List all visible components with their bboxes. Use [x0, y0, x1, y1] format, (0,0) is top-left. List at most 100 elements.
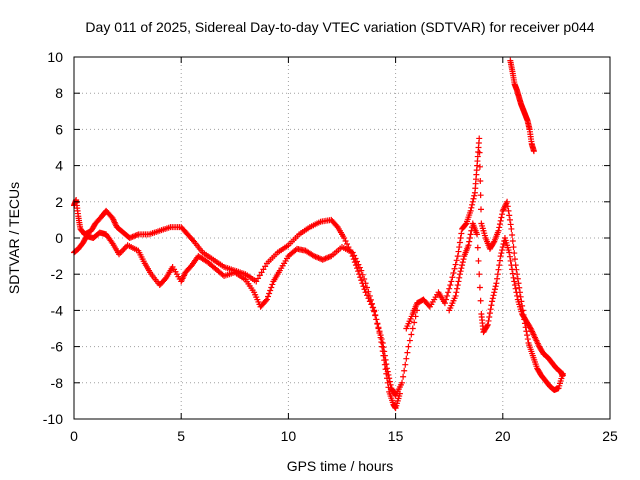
- data-point-marker: [382, 356, 389, 363]
- data-point-marker: [474, 231, 481, 238]
- data-point-marker: [454, 285, 461, 292]
- data-point-marker: [495, 266, 502, 273]
- data-points: [71, 57, 566, 412]
- data-point-marker: [376, 328, 383, 335]
- data-point-marker: [457, 235, 464, 241]
- data-point-marker: [474, 244, 481, 251]
- data-point-marker: [484, 323, 491, 330]
- data-point-marker: [356, 271, 363, 278]
- data-point-marker: [364, 284, 371, 291]
- data-point-marker: [516, 284, 523, 291]
- series-track-a: [71, 196, 403, 412]
- data-point-marker: [508, 225, 515, 232]
- data-point-marker: [511, 282, 518, 289]
- data-point-marker: [447, 282, 454, 289]
- data-point-marker: [495, 227, 502, 234]
- data-point-marker: [450, 269, 457, 276]
- data-point-marker: [475, 257, 482, 264]
- data-point-marker: [362, 280, 369, 287]
- data-point-marker: [524, 336, 531, 343]
- data-point-marker: [262, 263, 269, 270]
- data-point-marker: [268, 284, 275, 291]
- x-axis-label: GPS time / hours: [287, 458, 394, 474]
- data-point-marker: [491, 286, 498, 293]
- data-point-marker: [477, 192, 484, 199]
- data-point-marker: [497, 217, 504, 224]
- data-point-marker: [488, 302, 495, 309]
- y-tick-label: 10: [47, 49, 63, 65]
- data-point-marker: [496, 262, 503, 269]
- data-point-marker: [490, 239, 497, 246]
- data-point-marker: [360, 283, 367, 290]
- data-point-marker: [515, 280, 522, 287]
- data-point-marker: [375, 324, 382, 331]
- data-point-marker: [361, 276, 368, 283]
- data-point-marker: [469, 198, 476, 205]
- data-point-marker: [342, 238, 349, 245]
- data-point-marker: [401, 367, 408, 374]
- data-point-marker: [381, 348, 388, 355]
- x-tick-label: 0: [70, 428, 78, 444]
- y-tick-label: 0: [55, 230, 63, 246]
- data-point-marker: [253, 278, 260, 285]
- data-point-marker: [452, 261, 459, 268]
- data-point-marker: [476, 135, 483, 142]
- data-point-marker: [505, 207, 512, 214]
- data-point-marker: [263, 296, 270, 303]
- data-point-marker: [496, 224, 503, 231]
- data-point-marker: [266, 290, 273, 297]
- data-point-marker: [468, 204, 475, 211]
- data-point-marker: [455, 248, 462, 255]
- data-point-marker: [402, 361, 409, 368]
- data-point-marker: [441, 300, 448, 307]
- data-point-marker: [458, 265, 465, 272]
- data-point-marker: [455, 278, 462, 285]
- data-point-marker: [484, 321, 491, 328]
- data-point-marker: [380, 344, 387, 351]
- data-point-marker: [504, 203, 511, 210]
- data-point-marker: [189, 237, 196, 244]
- data-point-marker: [466, 235, 473, 241]
- data-point-marker: [456, 239, 463, 246]
- data-point-marker: [492, 283, 499, 290]
- data-point-marker: [352, 255, 359, 262]
- data-point-marker: [409, 325, 416, 332]
- data-point-marker: [454, 282, 461, 289]
- y-tick-label: -2: [51, 266, 64, 282]
- y-tick-label: 6: [55, 121, 63, 137]
- data-point-marker: [499, 247, 506, 254]
- data-point-marker: [460, 256, 467, 263]
- data-point-marker: [508, 262, 515, 269]
- data-point-marker: [333, 222, 340, 229]
- data-point-marker: [477, 297, 484, 304]
- data-point-marker: [523, 328, 530, 335]
- data-point-marker: [510, 244, 517, 251]
- data-point-marker: [518, 298, 525, 305]
- data-point-marker: [258, 269, 265, 276]
- data-point-marker: [487, 306, 494, 313]
- x-tick-label: 10: [281, 428, 297, 444]
- data-point-marker: [470, 195, 477, 202]
- data-point-marker: [509, 266, 516, 273]
- data-point-marker: [453, 257, 460, 264]
- data-point-marker: [514, 275, 521, 282]
- data-point-marker: [490, 292, 497, 299]
- data-point-marker: [384, 365, 391, 372]
- data-point-marker: [400, 373, 407, 380]
- data-point-marker: [356, 264, 363, 271]
- data-point-marker: [467, 231, 474, 238]
- data-point-marker: [491, 289, 498, 296]
- data-point-marker: [370, 304, 377, 311]
- data-point-marker: [506, 216, 513, 223]
- data-point-marker: [496, 221, 503, 228]
- data-point-marker: [256, 272, 263, 279]
- data-point-marker: [452, 292, 459, 299]
- data-point-marker: [358, 277, 365, 284]
- series-track-d: [446, 220, 566, 379]
- y-tick-label: -10: [43, 411, 63, 427]
- data-point-marker: [486, 314, 493, 321]
- data-point-marker: [514, 271, 521, 278]
- x-tick-label: 5: [177, 428, 185, 444]
- data-point-marker: [500, 241, 507, 248]
